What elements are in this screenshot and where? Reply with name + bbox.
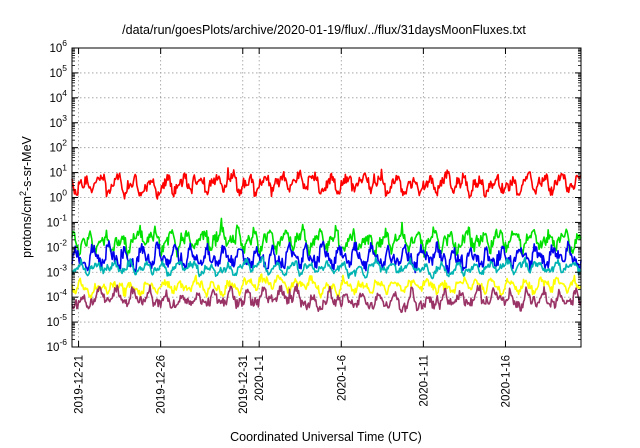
x-tick-label: 2019-12-26 xyxy=(156,355,168,414)
series-line-3 xyxy=(71,255,582,280)
y-tick-label: 105 xyxy=(49,63,67,80)
y-tick-label: 10-5 xyxy=(47,312,68,329)
y-tick-label: 10-6 xyxy=(47,337,68,354)
y-tick-label: 103 xyxy=(49,113,67,130)
grid-lines xyxy=(72,48,581,347)
y-axis-label-group: protons/cm2-s-sr-MeV xyxy=(18,135,34,257)
series-line-5 xyxy=(71,283,582,314)
x-tick-label: 2020-1-1 xyxy=(254,355,266,401)
y-tick-label: 104 xyxy=(49,88,67,105)
x-tick-label: 2020-1-16 xyxy=(500,355,512,407)
x-tick-label: 2020-1-6 xyxy=(336,355,348,401)
y-tick-label: 10-1 xyxy=(47,212,68,229)
chart-title: /data/run/goesPlots/archive/2020-01-19/f… xyxy=(122,23,526,37)
series-line-1 xyxy=(71,217,582,259)
y-axis-label: protons/cm2-s-sr-MeV xyxy=(18,135,34,257)
series-line-4 xyxy=(71,273,582,300)
y-tick-label: 102 xyxy=(49,138,67,155)
x-tick-label: 2019-12-21 xyxy=(74,355,86,414)
x-tick-label: 2020-1-11 xyxy=(418,355,430,407)
series-layer xyxy=(71,167,582,314)
series-line-6 xyxy=(71,167,582,200)
y-tick-label: 10-3 xyxy=(47,262,68,279)
y-tick-label: 101 xyxy=(49,163,67,180)
y-tick-label: 100 xyxy=(49,188,67,205)
y-tick-label: 106 xyxy=(49,38,67,55)
y-tick-label: 10-4 xyxy=(47,287,68,304)
x-axis-label: Coordinated Universal Time (UTC) xyxy=(230,430,422,444)
axis-ticks: 10-6 10-5 10-4 10-3 10-2 10-1 100 101 102 103 104 1… xyxy=(47,38,581,414)
x-tick-label: 2019-12-31 xyxy=(238,355,250,414)
series-line-2 xyxy=(71,240,582,274)
y-tick-label: 10-2 xyxy=(47,237,68,254)
